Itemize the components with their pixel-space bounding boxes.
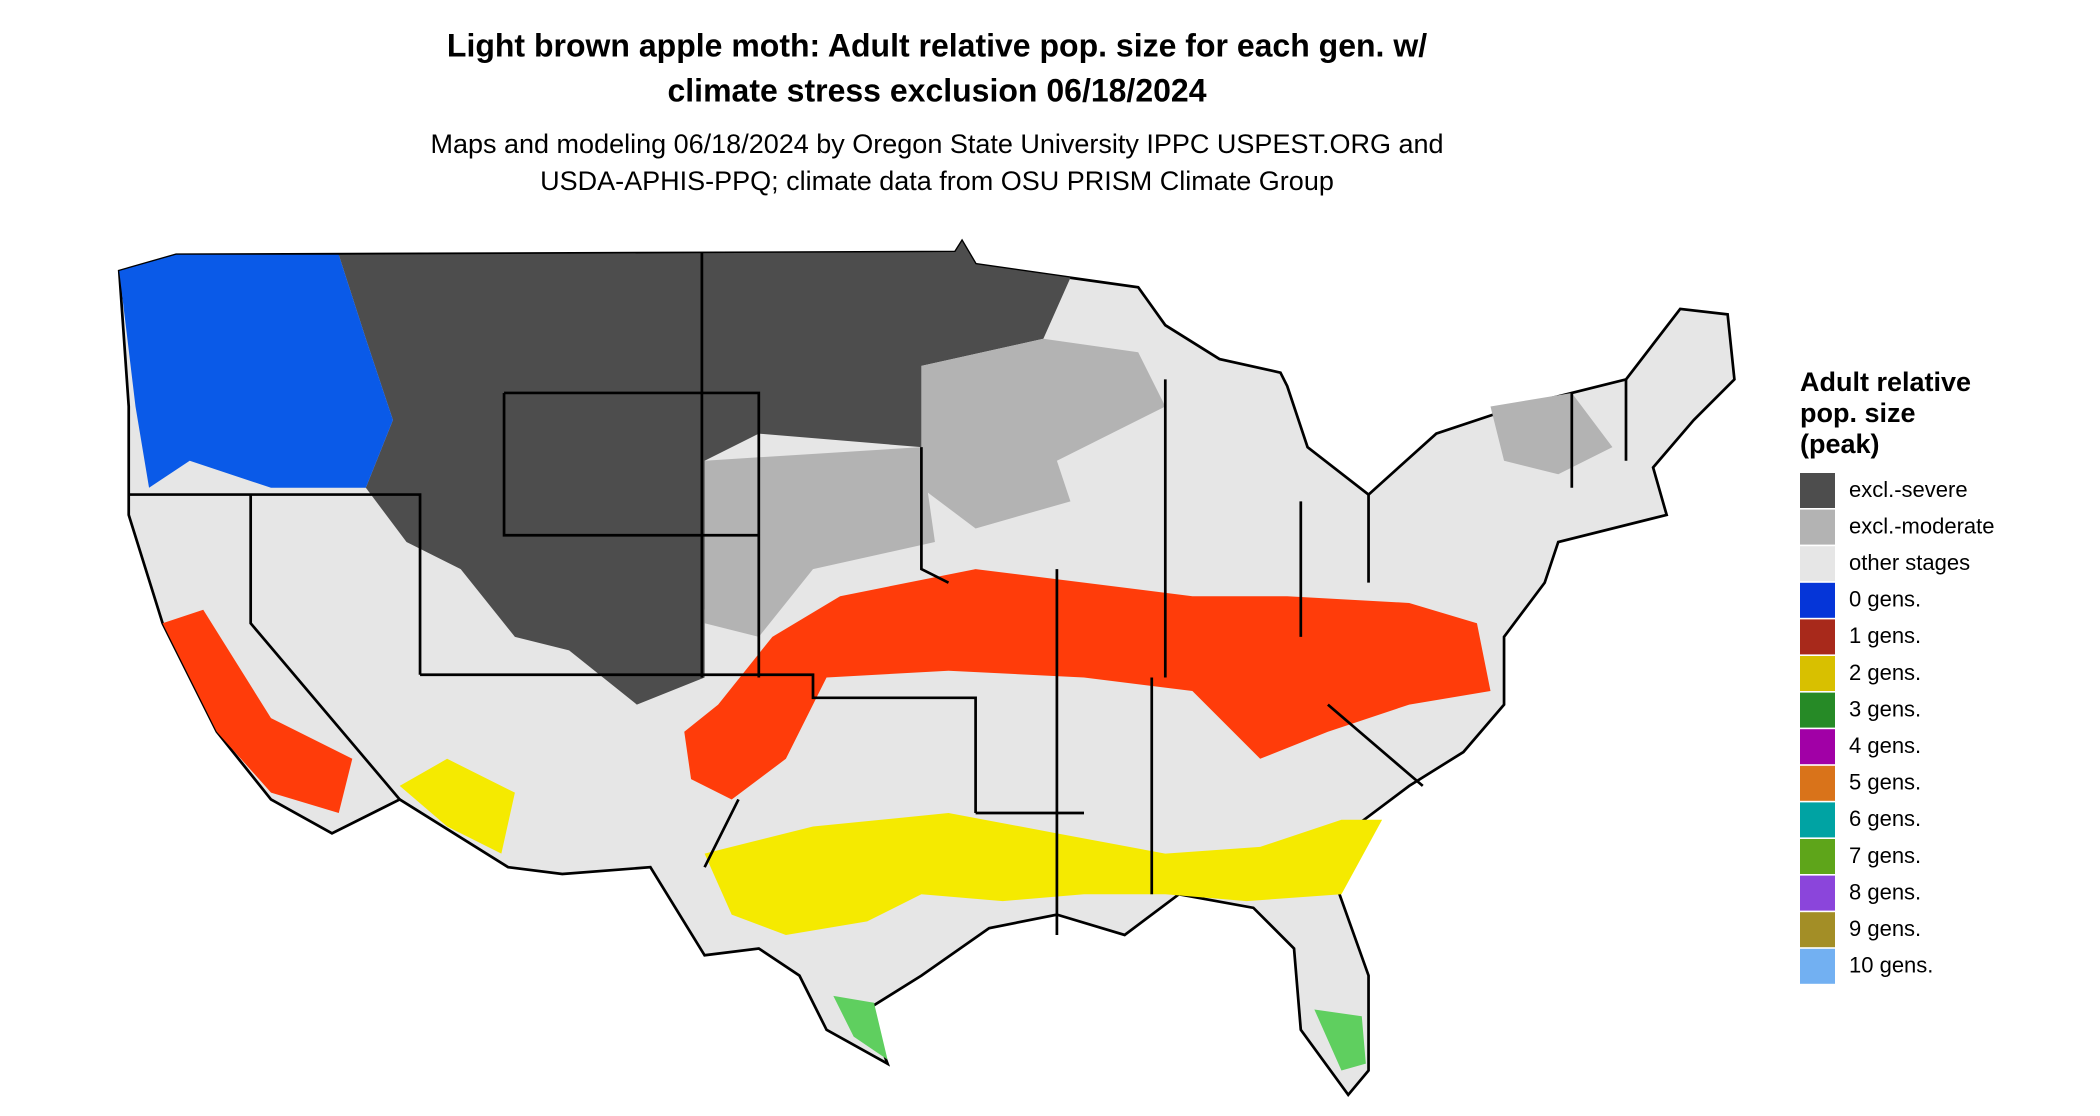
legend-label: excl.-severe bbox=[1849, 477, 1968, 502]
state-borders bbox=[128, 252, 1628, 935]
legend-swatch bbox=[1800, 912, 1835, 948]
legend-swatch bbox=[1800, 839, 1835, 874]
legend-label: 10 gens. bbox=[1849, 953, 1933, 978]
legend-swatch bbox=[1800, 948, 1835, 984]
legend-label: 9 gens. bbox=[1849, 916, 1921, 941]
legend-label: 3 gens. bbox=[1849, 696, 1921, 721]
legend-label: 2 gens. bbox=[1849, 660, 1921, 685]
map-title: climate stress exclusion 06/18/2024 bbox=[667, 72, 1206, 108]
legend-label: 5 gens. bbox=[1849, 770, 1921, 795]
one-gen-region bbox=[162, 569, 1491, 813]
map-subtitle: USDA-APHIS-PPQ; climate data from OSU PR… bbox=[540, 166, 1334, 196]
legend-label: 0 gens. bbox=[1849, 587, 1921, 612]
legend-label: 8 gens. bbox=[1849, 879, 1921, 904]
map-subtitle: Maps and modeling 06/18/2024 by Oregon S… bbox=[430, 129, 1443, 159]
legend-label: 6 gens. bbox=[1849, 806, 1921, 831]
legend-swatch bbox=[1800, 875, 1835, 911]
legend-label: 1 gens. bbox=[1849, 623, 1921, 648]
excl-moderate-region bbox=[189, 338, 1613, 637]
legend-swatch bbox=[1800, 729, 1835, 765]
us-map bbox=[117, 238, 1736, 1098]
legend-swatch bbox=[1800, 656, 1835, 691]
three-gens-region bbox=[833, 995, 1366, 1071]
legend-swatch bbox=[1800, 473, 1835, 508]
legend-swatch bbox=[1800, 802, 1835, 838]
legend-swatch bbox=[1800, 765, 1835, 801]
legend-label: other stages bbox=[1849, 550, 1970, 575]
zero-gens-region bbox=[119, 254, 393, 488]
legend-label: 7 gens. bbox=[1849, 843, 1921, 868]
legend-swatch bbox=[1800, 546, 1835, 582]
legend-label: excl.-moderate bbox=[1849, 513, 1995, 538]
map-title: Light brown apple moth: Adult relative p… bbox=[447, 27, 1427, 63]
legend-swatch bbox=[1800, 619, 1835, 655]
legend-swatch bbox=[1800, 692, 1835, 728]
legend-label: 4 gens. bbox=[1849, 733, 1921, 758]
legend-title: (peak) bbox=[1800, 429, 1880, 459]
legend-swatch bbox=[1800, 509, 1835, 545]
legend-title: Adult relative bbox=[1800, 367, 1971, 397]
legend-swatch bbox=[1800, 582, 1835, 618]
two-gens-region bbox=[399, 758, 1383, 935]
legend-title: pop. size bbox=[1800, 398, 1916, 428]
